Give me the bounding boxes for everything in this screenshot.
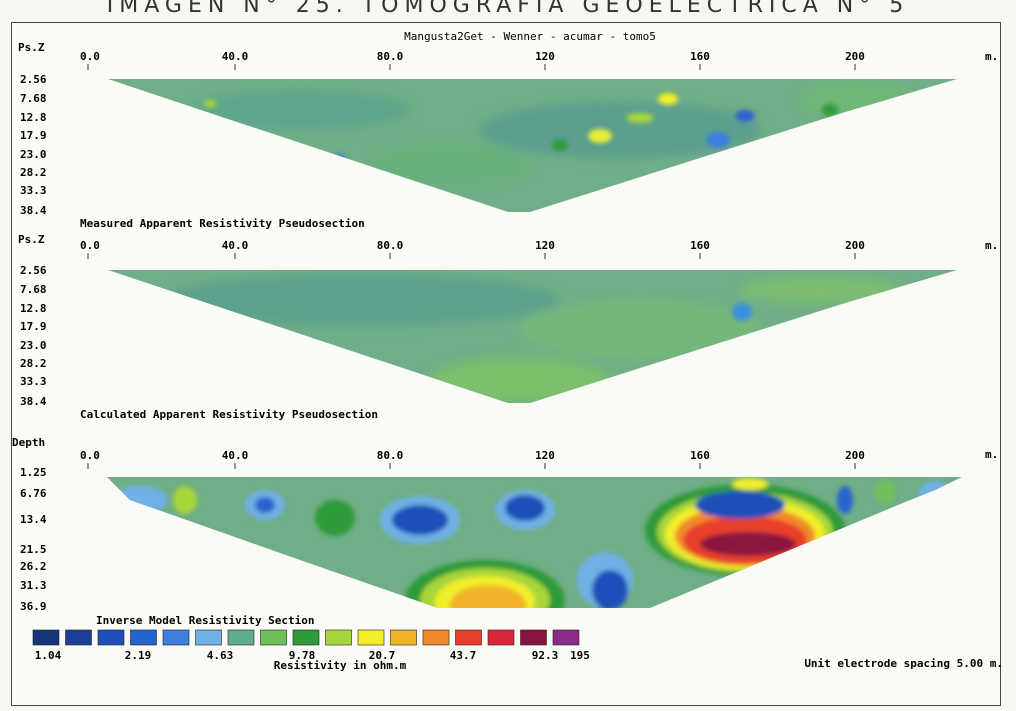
y-tick-label: 13.4 [20,513,47,526]
colorscale-swatch [195,629,222,646]
colorscale-swatch [325,629,352,646]
colorscale-label: 43.7 [450,649,477,662]
x-tick-label: 200 [845,239,865,252]
color-scale-legend: 1.04 2.19 4.63 9.78 20.7 43.7 92.3 195 [32,629,590,662]
x-tick-label: 40.0 [222,449,249,462]
colorscale-swatch [455,629,482,646]
caption-inverse: Inverse Model Resistivity Section [96,614,315,627]
footer-note: Unit electrode spacing 5.00 m. [804,657,1003,670]
colorscale-label: 2.19 [125,649,152,662]
colorscale-swatch [97,629,125,646]
caption-measured: Measured Apparent Resistivity Pseudosect… [80,217,365,230]
y-tick-label: 28.2 [20,166,47,179]
colorscale-label: 195 [570,649,590,662]
y-tick-label: 23.0 [20,148,47,161]
colorscale-swatch [357,629,385,646]
y-tick-label: 7.68 [20,283,47,296]
y-tick-label: 7.68 [20,92,47,105]
page-header-text: IMAGEN N° 25. TOMOGRAFÍA GEOELÉCTRICA N°… [106,0,910,18]
colorscale-swatch [162,629,190,646]
y-tick-label: 6.76 [20,487,47,500]
y-tick-label: 12.8 [20,302,47,315]
y-tick-label: 23.0 [20,339,47,352]
x-tick-label: 0.0 [80,449,100,462]
calculated-contours [108,270,957,403]
x-tick-label: 160 [690,50,710,63]
unit-measured: m. [985,50,998,63]
colorscale-swatch [227,629,255,646]
ylabel-inverse: Depth [12,436,45,449]
x-tick-label: 120 [535,239,555,252]
x-tick-label: 160 [690,239,710,252]
measured-pseudosection: Ps.Z m. 0.0 40.0 80.0 120 160 200 2.56 7.68 12.8… [18,41,998,230]
y-tick-label: 17.9 [20,320,47,333]
x-tick-label: 0.0 [80,239,100,252]
colorscale-swatch [422,629,450,646]
colorscale-label: 9.78 [289,649,316,662]
y-tick-label: 1.25 [20,466,47,479]
x-tick-label: 120 [535,449,555,462]
x-tick-label: 200 [845,449,865,462]
y-tick-label: 31.3 [20,579,47,592]
y-tick-label: 33.3 [20,184,47,197]
x-tick-label: 40.0 [222,50,249,63]
y-tick-label: 21.5 [20,543,47,556]
y-tick-label: 2.56 [20,73,47,86]
colorscale-swatch [130,629,157,646]
y-tick-label: 33.3 [20,375,47,388]
ylabel-measured: Ps.Z [18,41,45,54]
unit-inverse: m. [985,448,998,461]
colorscale-label: 20.7 [369,649,396,662]
y-tick-label: 17.9 [20,129,47,142]
colorscale-label: 92.3 [532,649,559,662]
unit-calculated: m. [985,239,998,252]
colorscale-swatch [552,629,580,646]
x-tick-label: 80.0 [377,50,404,63]
x-tick-label: 0.0 [80,50,100,63]
colorscale-swatch [520,629,547,646]
inverse-model-section: Depth m. 0.0 40.0 80.0 120 160 200 1.25 6.76 13.… [12,436,998,627]
y-tick-label: 2.56 [20,264,47,277]
x-tick-label: 40.0 [222,239,249,252]
colorscale-swatch [292,629,320,646]
colorscale-swatch [32,629,60,646]
y-tick-label: 26.2 [20,560,47,573]
calculated-pseudosection: Ps.Z m. 0.0 40.0 80.0 120 160 200 2.56 7.68 12.8… [18,233,998,421]
colorscale-label: 4.63 [207,649,234,662]
y-tick-label: 28.2 [20,357,47,370]
ylabel-calculated: Ps.Z [18,233,45,246]
colorscale-swatch [390,629,417,646]
colorscale-swatch [65,629,92,646]
colorscale-title: Resistivity in ohm.m [274,659,407,672]
x-tick-label: 160 [690,449,710,462]
y-tick-label: 38.4 [20,204,47,217]
x-tick-label: 200 [845,50,865,63]
colorscale-swatch [487,629,515,646]
x-tick-label: 80.0 [377,239,404,252]
x-tick-label: 120 [535,50,555,63]
y-tick-label: 36.9 [20,600,47,613]
colorscale-label: 1.04 [35,649,62,662]
y-tick-label: 12.8 [20,111,47,124]
y-tick-label: 38.4 [20,395,47,408]
measured-contours [108,79,957,212]
x-tick-label: 80.0 [377,449,404,462]
caption-calculated: Calculated Apparent Resistivity Pseudose… [80,408,378,421]
colorscale-swatch [260,629,287,646]
figure-title: Mangusta2Get - Wenner - acumar - tomo5 [404,30,656,43]
